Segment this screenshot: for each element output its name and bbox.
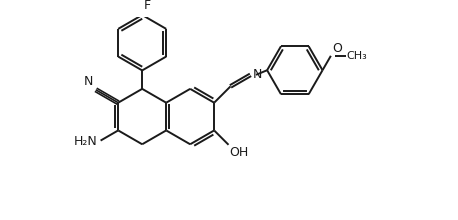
Text: H₂N: H₂N [74,135,98,148]
Text: CH₃: CH₃ [347,51,367,61]
Text: N: N [84,75,93,88]
Text: OH: OH [229,146,249,159]
Text: N: N [252,68,262,81]
Text: O: O [332,42,342,55]
Text: F: F [144,0,151,12]
